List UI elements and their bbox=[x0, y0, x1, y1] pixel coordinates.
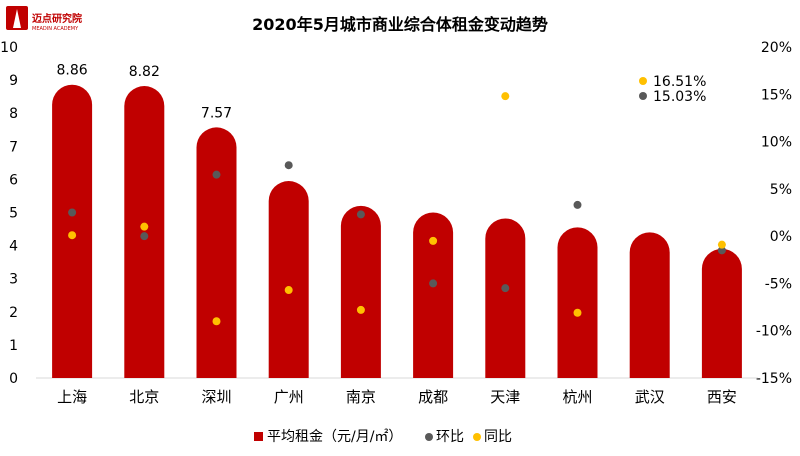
right-tick-label: 15% bbox=[761, 87, 792, 103]
rent-bar bbox=[413, 212, 454, 378]
right-tick-label: 20% bbox=[761, 40, 792, 56]
category-label: 深圳 bbox=[201, 388, 231, 406]
rent-bar bbox=[196, 127, 237, 378]
category-label: 武汉 bbox=[635, 388, 665, 406]
logo-name: 迈点研究院 bbox=[32, 12, 82, 25]
logo-subtitle: MEADIN ACADEMY bbox=[32, 26, 79, 32]
category-label: 北京 bbox=[129, 388, 159, 406]
outlier-annotations: 16.51% 15.03% bbox=[639, 74, 706, 105]
legend-label-rent: 平均租金（元/月/㎡） bbox=[267, 429, 402, 445]
legend-swatch-rent bbox=[254, 432, 263, 441]
rent-bar-data-label: 8.86 bbox=[57, 63, 88, 79]
left-tick-label: 4 bbox=[9, 239, 18, 255]
left-tick-label: 8 bbox=[9, 106, 18, 122]
mom-point bbox=[140, 232, 149, 241]
legend-swatch-mom bbox=[425, 433, 433, 441]
mom-point bbox=[68, 208, 77, 217]
mom-point bbox=[212, 170, 221, 179]
rent-bar bbox=[124, 86, 165, 379]
left-tick-label: 9 bbox=[9, 73, 18, 89]
annotation-label-yoy: 16.51% bbox=[653, 74, 706, 90]
yoy-point bbox=[501, 92, 510, 101]
mom-point bbox=[356, 210, 365, 219]
yoy-point bbox=[212, 317, 221, 326]
left-tick-label: 5 bbox=[9, 206, 18, 222]
yoy-point bbox=[573, 308, 582, 317]
mom-point bbox=[573, 200, 582, 209]
bar-data-labels: 8.86 8.82 7.57 bbox=[57, 63, 233, 122]
mom-point bbox=[429, 279, 438, 288]
mom-point bbox=[717, 246, 726, 255]
category-labels: 上海 北京 深圳 广州 南京 成都 天津 杭州 武汉 西安 bbox=[57, 388, 737, 406]
mom-point bbox=[501, 284, 510, 293]
legend-label-mom: 环比 bbox=[436, 429, 464, 445]
rent-bar bbox=[340, 205, 381, 378]
right-axis: -15% -10% -5% 0% 5% 10% 15% 20% bbox=[756, 40, 792, 387]
yoy-point bbox=[140, 222, 149, 231]
yoy-point bbox=[284, 286, 293, 295]
category-label: 南京 bbox=[346, 388, 376, 406]
right-tick-label: 0% bbox=[770, 229, 792, 245]
scatter-series bbox=[68, 92, 726, 326]
category-label: 天津 bbox=[490, 388, 520, 406]
left-tick-label: 2 bbox=[9, 305, 18, 321]
left-tick-label: 10 bbox=[0, 40, 18, 56]
right-tick-label: 10% bbox=[761, 135, 792, 151]
legend-swatch-yoy bbox=[473, 433, 481, 441]
rent-bar bbox=[701, 248, 742, 378]
legend: 平均租金（元/月/㎡） 环比 同比 bbox=[254, 429, 512, 445]
rent-bar-data-label: 8.82 bbox=[129, 64, 160, 80]
right-tick-label: -5% bbox=[765, 276, 792, 292]
yoy-point bbox=[68, 231, 77, 240]
right-tick-label: 5% bbox=[770, 182, 792, 198]
annotation-marker-mom bbox=[639, 92, 647, 100]
left-tick-label: 3 bbox=[9, 272, 18, 288]
rent-bar-data-label: 7.57 bbox=[201, 105, 232, 121]
rent-bar bbox=[557, 227, 598, 378]
annotation-label-mom: 15.03% bbox=[653, 89, 706, 105]
category-label: 西安 bbox=[707, 388, 737, 406]
rent-bar bbox=[485, 218, 526, 378]
category-label: 广州 bbox=[274, 388, 304, 406]
logo: 迈点研究院 MEADIN ACADEMY bbox=[6, 6, 82, 32]
rent-bar bbox=[629, 232, 670, 378]
yoy-point bbox=[717, 240, 726, 249]
right-tick-label: -15% bbox=[756, 371, 792, 387]
category-label: 成都 bbox=[418, 388, 448, 406]
left-axis: 0 1 2 3 4 5 6 7 8 9 10 bbox=[0, 40, 18, 387]
legend-label-yoy: 同比 bbox=[484, 429, 512, 445]
yoy-point bbox=[429, 236, 438, 245]
category-label: 杭州 bbox=[562, 388, 592, 406]
yoy-point bbox=[356, 305, 365, 314]
chart-title: 2020年5月城市商业综合体租金变动趋势 bbox=[252, 15, 548, 34]
rent-bar bbox=[268, 181, 309, 378]
right-tick-label: -10% bbox=[756, 324, 792, 340]
mom-point bbox=[284, 161, 293, 170]
logo-tower-icon bbox=[13, 9, 21, 28]
bar-series bbox=[52, 84, 742, 379]
left-tick-label: 7 bbox=[9, 139, 18, 155]
category-label: 上海 bbox=[57, 388, 87, 406]
left-tick-label: 0 bbox=[9, 371, 18, 387]
left-tick-label: 6 bbox=[9, 172, 18, 188]
annotation-marker-yoy bbox=[639, 77, 647, 85]
left-tick-label: 1 bbox=[9, 338, 18, 354]
